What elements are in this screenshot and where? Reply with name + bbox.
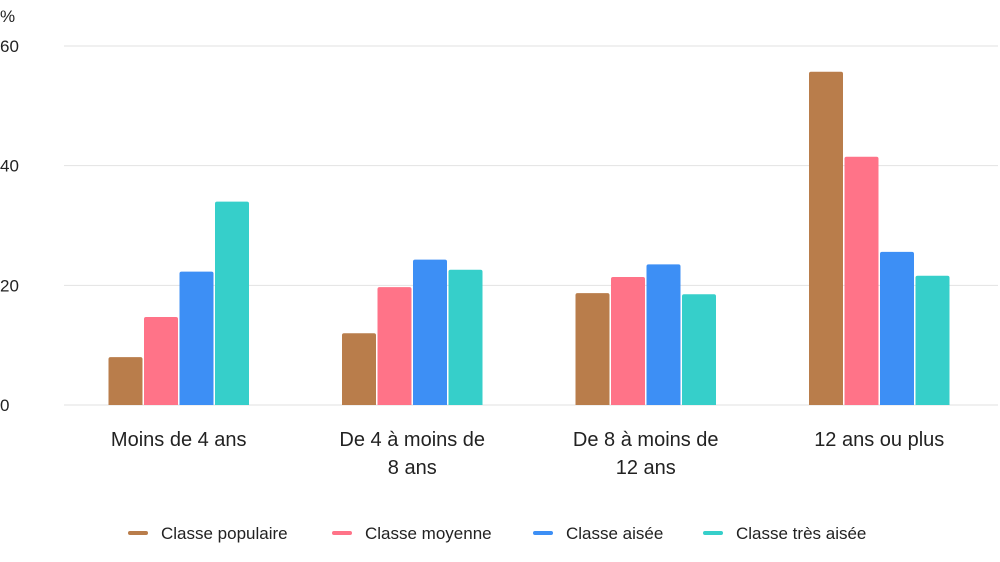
category-labels: Moins de 4 ans De 4 à moins de 8 ans De 8 à… (111, 429, 944, 479)
y-tick-label: 60 (0, 37, 19, 56)
legend-item: Classe très aisée (703, 524, 866, 543)
bar (844, 156, 879, 405)
bar (108, 357, 143, 405)
bar (413, 259, 447, 405)
legend-label: Classe populaire (161, 524, 288, 543)
y-axis-ticks: 0 20 40 60 (0, 37, 19, 415)
y-axis-unit: % (0, 7, 15, 26)
x-tick-label: De 4 à moins de (339, 429, 485, 451)
legend-item: Classe aisée (533, 524, 663, 543)
legend: Classe populaire Classe moyenne Classe ais… (128, 524, 866, 543)
legend-item: Classe moyenne (332, 524, 492, 543)
y-tick-label: 20 (0, 276, 19, 295)
bar (179, 271, 214, 405)
y-tick-label: 40 (0, 157, 19, 176)
legend-label: Classe aisée (566, 524, 663, 543)
bar (448, 269, 483, 405)
bars (108, 71, 950, 405)
bar (915, 275, 950, 405)
bar (646, 264, 681, 405)
bar (682, 294, 716, 405)
x-tick-label: 12 ans (616, 457, 676, 479)
bar (144, 317, 178, 405)
bar (215, 201, 249, 405)
bar (377, 287, 412, 405)
x-tick-label: 12 ans ou plus (814, 429, 944, 451)
legend-swatch (533, 531, 553, 535)
bar (809, 71, 843, 405)
bar (342, 333, 376, 405)
legend-item: Classe populaire (128, 524, 288, 543)
legend-label: Classe moyenne (365, 524, 492, 543)
x-tick-label: 8 ans (388, 457, 437, 479)
x-tick-label: Moins de 4 ans (111, 429, 247, 451)
y-tick-label: 0 (0, 396, 9, 415)
legend-label: Classe très aisée (736, 524, 866, 543)
x-tick-label: De 8 à moins de (573, 429, 719, 451)
bar (611, 276, 645, 405)
bar (575, 293, 610, 405)
legend-swatch (332, 531, 352, 535)
legend-swatch (128, 531, 148, 535)
bar (880, 251, 914, 405)
legend-swatch (703, 531, 723, 535)
